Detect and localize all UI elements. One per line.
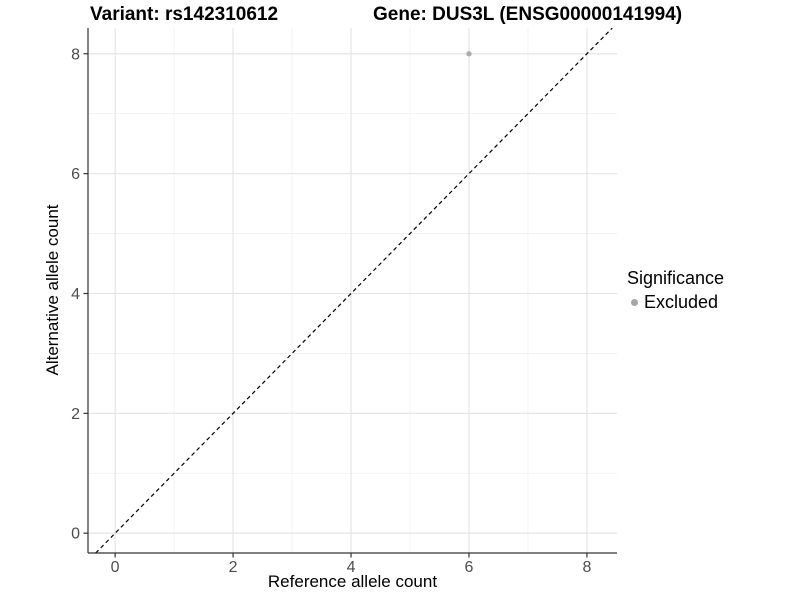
y-tick-label: 4 [71,286,80,303]
legend-point-icon [631,299,638,306]
x-tick-label: 2 [229,559,238,576]
legend-title: Significance [627,268,725,288]
x-tick-label: 4 [347,559,356,576]
data-point [466,51,472,57]
plot-title-gene: Gene: DUS3L (ENSG00000141994) [373,4,683,25]
legend-item-label: Excluded [644,292,719,312]
x-tick-label: 8 [582,559,591,576]
legend-item-excluded: Excluded [627,292,724,313]
x-tick-label: 6 [465,559,474,576]
y-axis-title: Alternative allele count [43,204,62,376]
y-tick-label: 6 [71,166,80,183]
legend: Significance Excluded [627,268,724,313]
y-tick-label: 0 [71,526,80,543]
y-tick-label: 8 [71,46,80,63]
y-tick-label: 2 [71,406,80,423]
x-tick-label: 0 [111,559,120,576]
identity-reference-line [95,27,613,554]
plot-title-variant: Variant: rs142310612 [90,4,279,25]
x-axis-title: Reference allele count [267,572,438,591]
